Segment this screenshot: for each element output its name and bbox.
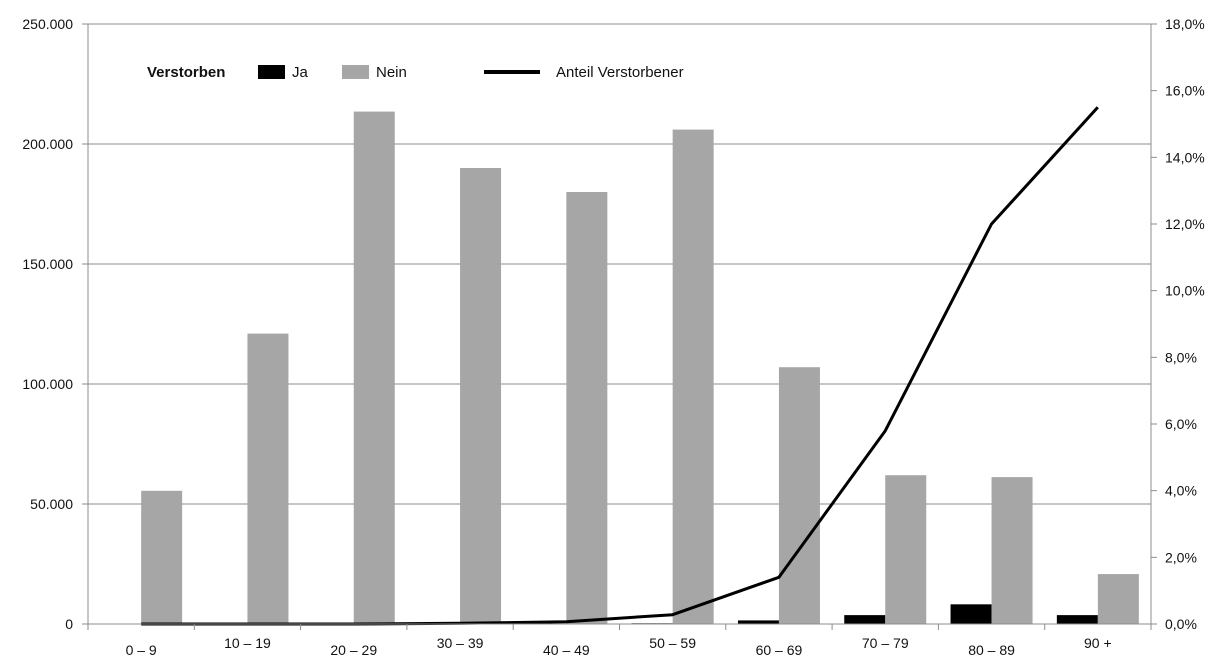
legend-label-nein: Nein (376, 64, 407, 81)
right-tick-label: 18,0% (1165, 16, 1205, 32)
bar-nein (247, 333, 289, 624)
left-tick-label: 50.000 (30, 496, 73, 512)
legend-label-anteil: Anteil Verstorbener (556, 64, 684, 81)
bar-nein (778, 367, 820, 624)
right-tick-label: 12,0% (1165, 216, 1205, 232)
x-tick-label: 20 – 29 (330, 642, 377, 658)
left-tick-label: 150.000 (22, 256, 73, 272)
right-axis-ticks: 0,0% 2,0% 4,0% 6,0% 8,0% 10,0% 12,0% 14,0% 16,0%… (1165, 16, 1205, 632)
bar-nein (353, 111, 395, 625)
left-tick-label: 0 (65, 616, 73, 632)
right-tick-label: 10,0% (1165, 283, 1205, 299)
right-tick-label: 14,0% (1165, 149, 1205, 165)
bar-nein (672, 129, 714, 624)
left-tick-label: 250.000 (22, 16, 73, 32)
left-axis-ticks: 0 50.000 100.000 150.000 200.000 250.000 (22, 16, 73, 632)
x-tick-label: 70 – 79 (862, 635, 909, 651)
x-axis-ticks: 0 – 9 10 – 19 20 – 29 30 – 39 40 – 49 50 – 59… (126, 635, 1112, 658)
left-tick-label: 200.000 (22, 136, 73, 152)
right-tick-label: 6,0% (1165, 416, 1197, 432)
x-tick-label: 60 – 69 (756, 642, 803, 658)
right-tick-label: 8,0% (1165, 349, 1197, 365)
x-tick-label: 90 + (1084, 635, 1112, 651)
left-tick-label: 100.000 (22, 376, 73, 392)
x-tick-label: 30 – 39 (437, 635, 484, 651)
x-tick-label: 0 – 9 (126, 642, 157, 658)
bar-ja (1056, 615, 1098, 624)
bar-ja (844, 615, 886, 624)
bar-ja (950, 604, 992, 624)
bar-nein (460, 168, 502, 624)
legend-label-ja: Ja (292, 64, 309, 81)
bar-nein (885, 475, 927, 624)
bars (141, 111, 1139, 625)
bar-ja (737, 620, 779, 624)
x-tick-label: 40 – 49 (543, 642, 590, 658)
right-tick-label: 2,0% (1165, 549, 1197, 565)
right-tick-label: 4,0% (1165, 483, 1197, 499)
legend-swatch-ja (258, 65, 285, 79)
x-tick-label: 80 – 89 (968, 642, 1015, 658)
right-tick-label: 0,0% (1165, 616, 1197, 632)
bar-nein (566, 192, 608, 624)
legend-title: Verstorben (147, 64, 225, 81)
bar-nein (991, 477, 1033, 624)
bar-nein (1097, 574, 1139, 624)
x-tick-label: 10 – 19 (224, 635, 271, 651)
right-tick-label: 16,0% (1165, 83, 1205, 99)
legend-swatch-nein (342, 65, 369, 79)
x-tick-label: 50 – 59 (649, 635, 696, 651)
bar-nein (141, 490, 183, 624)
axes (82, 23, 1157, 630)
legend: Verstorben Ja Nein Anteil Verstorbener (147, 64, 684, 81)
